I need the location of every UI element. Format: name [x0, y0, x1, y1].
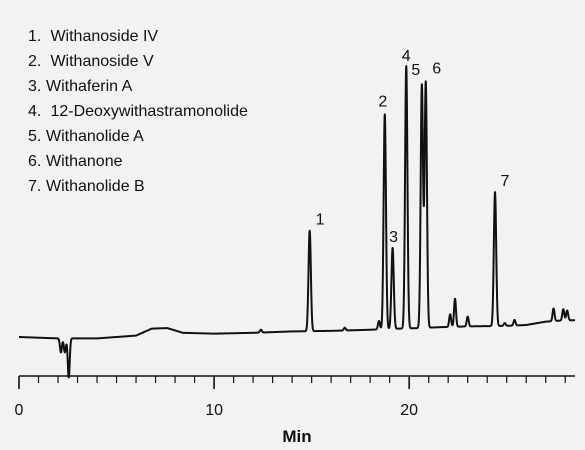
legend-item-label: Withaferin A — [46, 78, 133, 95]
peak-label: 1 — [316, 212, 325, 229]
x-tick-label: 20 — [400, 402, 418, 419]
peak-label: 2 — [378, 93, 387, 110]
legend-item-number: 5. — [28, 128, 42, 145]
legend-item-number: 2. — [28, 53, 42, 70]
legend-item-number: 4. — [28, 103, 42, 120]
peak-label: 7 — [501, 173, 510, 190]
legend-item-label: Withanoside V — [50, 53, 154, 70]
chromatogram-trace — [18, 65, 576, 379]
legend-item-label: Withanone — [46, 153, 123, 170]
legend-item-number: 1. — [28, 28, 42, 45]
peak-label: 5 — [411, 62, 420, 79]
x-tick-label: 0 — [15, 402, 24, 419]
peak-label: 4 — [402, 48, 411, 65]
legend-item-number: 6. — [28, 153, 42, 170]
legend-item-number: 3. — [28, 78, 42, 95]
peak-label: 3 — [389, 229, 398, 246]
legend-item: 1. Withanoside IV — [28, 24, 248, 49]
legend-item-label: Withanolide A — [46, 128, 144, 145]
legend-item: 2. Withanoside V — [28, 49, 248, 74]
legend-item: 6. Withanone — [28, 149, 248, 174]
peak-label: 6 — [432, 60, 441, 77]
legend-item: 4. 12-Deoxywithastramonolide — [28, 99, 248, 124]
x-tick-label: 10 — [205, 402, 223, 419]
legend-item: 5. Withanolide A — [28, 124, 248, 149]
legend-item-label: Withanoside IV — [50, 28, 159, 45]
legend-item: 7. Withanolide B — [28, 174, 248, 199]
x-axis-title: Min — [282, 427, 311, 446]
legend-item: 3. Withaferin A — [28, 74, 248, 99]
legend-item-label: 12-Deoxywithastramonolide — [50, 103, 248, 120]
legend-item-number: 7. — [28, 178, 42, 195]
legend-item-label: Withanolide B — [46, 178, 145, 195]
legend: 1. Withanoside IV 2. Withanoside V 3. Wit… — [28, 24, 248, 199]
